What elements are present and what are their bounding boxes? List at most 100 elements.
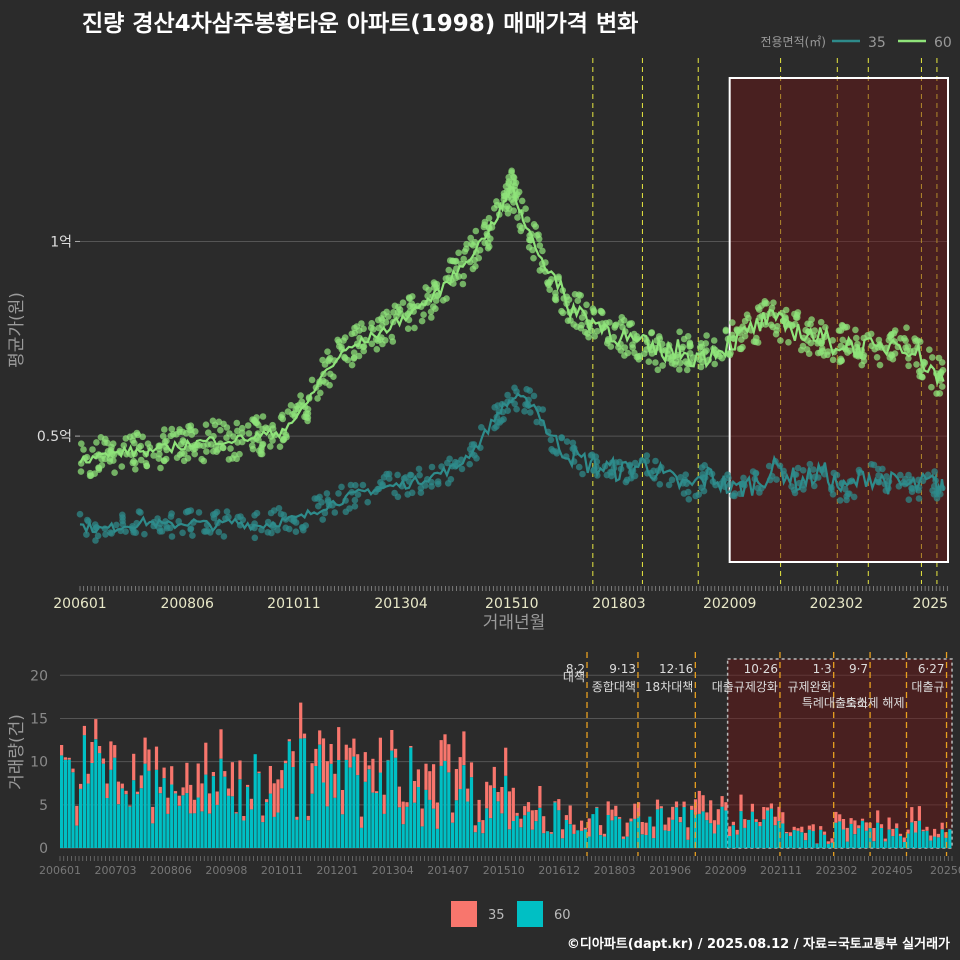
price-point-35 <box>656 481 664 488</box>
price-axis: 0.5억 1억 200601 200806 201011 201304 201510 2018… <box>7 234 948 633</box>
volume-bar-35 <box>652 826 656 839</box>
volume-bar-60 <box>139 788 143 848</box>
price-x-tick-label: 201510 <box>485 596 538 612</box>
price-point-35 <box>491 424 498 432</box>
volume-bar-60 <box>625 836 629 848</box>
volume-bar-60 <box>227 795 231 848</box>
volume-bar-60 <box>883 841 887 848</box>
volume-bar-35 <box>173 791 178 794</box>
price-point-60 <box>581 328 589 336</box>
price-point-35 <box>491 404 499 411</box>
volume-bar-35 <box>599 825 603 835</box>
volume-bar-60 <box>473 832 477 848</box>
policy-event-label: 18차대책 <box>645 679 693 694</box>
volume-bar-35 <box>82 725 86 736</box>
price-point-60 <box>89 446 96 453</box>
volume-bar-60 <box>709 823 713 848</box>
volume-bar-60 <box>781 823 785 848</box>
volume-bar-60 <box>754 822 758 848</box>
price-point-60 <box>799 342 807 350</box>
volume-bar-60 <box>413 802 417 848</box>
price-x-tick-label: 200806 <box>160 596 214 612</box>
price-point-60 <box>213 448 220 456</box>
volume-bar-60 <box>120 788 124 848</box>
price-point-60 <box>753 334 760 342</box>
legend-label-60: 60 <box>934 35 952 51</box>
volume-bar-35 <box>314 748 318 766</box>
price-point-60 <box>404 325 412 333</box>
price-point-60 <box>460 255 468 263</box>
price-point-60 <box>161 457 168 465</box>
volume-legend-key-35 <box>451 901 477 927</box>
price-point-35 <box>682 471 689 479</box>
price-point-35 <box>385 470 393 478</box>
price-point-35 <box>458 465 466 473</box>
price-point-60 <box>391 302 399 310</box>
price-point-60 <box>87 472 95 479</box>
volume-bar-60 <box>378 772 382 848</box>
volume-bar-60 <box>435 828 439 848</box>
volume-bar-35 <box>227 788 231 796</box>
volume-bar-60 <box>101 763 105 848</box>
price-point-60 <box>133 429 141 437</box>
volume-bar-60 <box>671 819 675 848</box>
price-y-axis-title: 평균가(원) <box>7 292 27 368</box>
volume-bar-60 <box>697 813 701 848</box>
volume-bar-60 <box>724 810 728 848</box>
volume-bar-35 <box>701 795 705 812</box>
volume-bar-35 <box>378 737 382 773</box>
volume-bar-60 <box>731 825 735 848</box>
volume-bar-35 <box>580 820 584 831</box>
price-point-60 <box>583 301 590 309</box>
volume-bar-35 <box>242 816 246 821</box>
price-point-60 <box>157 464 164 472</box>
price-point-60 <box>350 349 358 357</box>
volume-bar-60 <box>845 841 849 848</box>
price-point-60 <box>525 244 533 251</box>
volume-bar-35 <box>485 781 489 809</box>
price-point-60 <box>886 333 894 340</box>
price-x-tick-label: 2025 <box>912 596 948 612</box>
volume-bar-60 <box>868 828 872 848</box>
volume-bar-35 <box>724 802 728 811</box>
price-x-tick-label: 201803 <box>592 596 645 612</box>
volume-bar-60 <box>549 833 553 848</box>
price-point-60 <box>476 246 484 254</box>
price-point-35 <box>359 481 367 489</box>
volume-bar-35 <box>633 803 637 819</box>
price-point-35 <box>416 471 423 479</box>
volume-bar-35 <box>523 806 527 816</box>
price-point-60 <box>839 336 846 344</box>
price-point-35 <box>478 424 485 431</box>
volume-bar-35 <box>249 798 253 810</box>
volume-bar-60 <box>879 828 884 848</box>
price-point-60 <box>259 413 267 420</box>
price-point-60 <box>239 429 246 437</box>
price-point-60 <box>711 360 718 368</box>
volume-bar-60 <box>71 772 75 848</box>
volume-bar-60 <box>98 753 102 848</box>
volume-bar-60 <box>219 758 223 848</box>
volume-bar-60 <box>838 821 842 848</box>
volume-x-tick-label: 200703 <box>94 864 136 877</box>
volume-x-tick-label: 202405 <box>871 864 913 877</box>
policy-date-label: 8·2 <box>566 662 585 676</box>
price-point-60 <box>78 440 85 448</box>
volume-bar-35 <box>287 739 291 742</box>
price-point-60 <box>77 468 85 475</box>
volume-bar-35 <box>834 811 838 823</box>
price-point-35 <box>695 491 702 498</box>
price-point-35 <box>277 510 285 518</box>
price-point-35 <box>251 534 259 542</box>
volume-bar-35 <box>325 761 329 807</box>
volume-bar-35 <box>295 816 299 820</box>
policy-event-label: 토허제 해제 <box>845 696 904 710</box>
price-point-60 <box>837 342 845 350</box>
volume-bar-60 <box>90 763 94 848</box>
volume-bar-35 <box>405 802 409 807</box>
price-point-35 <box>421 482 429 489</box>
price-point-60 <box>344 356 352 364</box>
volume-bar-60 <box>113 757 117 848</box>
volume-y-tick-label: 5 <box>39 798 48 814</box>
volume-x-tick-label: 20250 <box>930 864 960 877</box>
